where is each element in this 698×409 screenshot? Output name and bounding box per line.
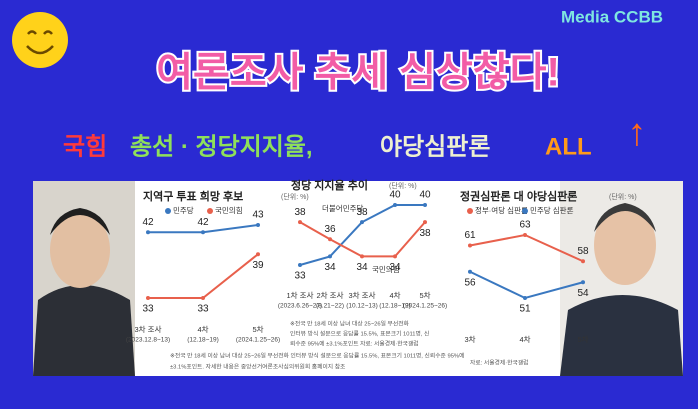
x-tick-label: 2차 조사 [317, 291, 344, 300]
chart-unit: (단위: %) [281, 192, 309, 201]
x-tick-date: (8.21~22) [316, 303, 344, 310]
data-point [146, 296, 150, 300]
legend-label: 국민의힘 [372, 264, 400, 274]
data-point [298, 263, 302, 267]
x-tick-label: 5차 [577, 335, 588, 344]
data-label: 39 [252, 260, 264, 271]
subtitle-part: 국힘 [63, 133, 107, 160]
data-point [468, 269, 472, 274]
data-label: 40 [389, 190, 401, 201]
legend-dot [467, 208, 473, 214]
x-tick-date: (2023.6.26~27) [278, 303, 322, 310]
x-tick-label: 4차 [197, 325, 208, 334]
data-label: 56 [464, 277, 476, 288]
data-label: 38 [419, 228, 431, 239]
brand: Media CCBB [561, 7, 663, 26]
legend-label: 더불어민주당 [322, 203, 363, 213]
right-photo [560, 181, 683, 376]
x-tick-label: 4차 [519, 335, 530, 344]
left-photo [33, 181, 135, 376]
data-label: 51 [519, 304, 531, 315]
x-tick-date: (2024.1.25~26) [403, 303, 447, 310]
data-label: 40 [419, 190, 431, 201]
x-tick-label: 5차 [419, 291, 430, 300]
legend-label: 정부·여당 심판론 [475, 205, 528, 215]
x-tick-date: (12.18~19) [379, 303, 411, 310]
x-tick-label: 4차 [389, 291, 400, 300]
x-tick-date: (12.18~19) [187, 337, 219, 344]
data-label: 54 [577, 288, 589, 299]
data-point [581, 259, 585, 264]
data-point [523, 233, 527, 237]
data-point [256, 223, 260, 227]
footnote: ※전국 만 18세 이상 남녀 대상 25~26일 무선전화 인터뷰 방식 설문… [170, 352, 464, 360]
data-label: 34 [389, 262, 401, 273]
subtitle-part: 야당심판론 [380, 133, 490, 160]
legend-dot [165, 208, 171, 214]
data-point [328, 237, 332, 242]
data-label: 36 [324, 224, 336, 235]
legend-dot [207, 208, 213, 214]
data-label: 63 [519, 220, 531, 231]
footnote: 인터뷰 방식 설문으로 응답률 15.5%, 표본크기 1011명, 신 [290, 330, 429, 338]
data-point [523, 296, 527, 300]
data-point [393, 203, 397, 207]
legend-dot [522, 208, 528, 214]
subtitle-part: 총선 · 정당지지율, [130, 133, 313, 160]
x-tick-date: (10.12~13) [346, 303, 378, 310]
x-tick-label: 1차 조사 [287, 291, 314, 300]
data-point [360, 220, 364, 225]
data-point [201, 296, 205, 300]
data-label: 42 [197, 217, 209, 228]
data-point [423, 203, 427, 207]
data-label: 38 [294, 207, 306, 218]
data-label: 33 [294, 271, 306, 282]
data-label: 34 [356, 262, 368, 273]
data-label: 33 [197, 304, 209, 315]
data-point [201, 230, 205, 235]
footnote: ±3.1%포인트. 자세한 내용은 중앙선거여론조사심의위원회 홈페이지 참조 [170, 363, 346, 371]
data-point [468, 243, 472, 248]
x-tick-label: 3차 [464, 335, 475, 344]
subtitle-part: ALL [545, 133, 592, 160]
footnote: 자료: 서울경제·한국갤럽 [470, 359, 528, 367]
data-point [581, 280, 585, 285]
chart-unit: (단위: %) [389, 181, 417, 190]
legend-label: 민주당 [173, 205, 194, 215]
smiley [12, 12, 68, 68]
data-point [256, 252, 260, 257]
data-label: 58 [577, 246, 589, 257]
data-point [328, 254, 332, 259]
data-point [298, 220, 302, 225]
chart-title: 정당 지지율 추이 [291, 178, 368, 192]
x-tick-label: 3차 조사 [349, 291, 376, 300]
data-label: 61 [464, 230, 476, 241]
x-tick-label: 3차 조사 [135, 325, 162, 334]
data-label: 43 [252, 210, 264, 221]
x-tick-date: (2024.1.25~26) [236, 337, 280, 344]
x-tick-label: 5차 [252, 325, 263, 334]
data-point [393, 254, 397, 259]
data-label: 38 [356, 207, 368, 218]
chart-title: 정권심판론 대 야당심판론 [460, 189, 577, 203]
footnote: ※전국 만 18세 이상 남녀 대상 25~26일 무선전화 [290, 320, 410, 328]
data-label: 33 [142, 304, 154, 315]
subtitle-arrow: ↑ [628, 112, 647, 154]
data-label: 34 [324, 262, 336, 273]
x-tick-date: (2023.12.8~13) [126, 337, 170, 344]
data-point [423, 220, 427, 225]
chart-unit: (단위: %) [609, 192, 637, 201]
data-point [360, 254, 364, 259]
chart-title: 지역구 투표 희망 후보 [143, 189, 243, 203]
data-label: 42 [142, 217, 154, 228]
data-point [146, 230, 150, 235]
footnote: 뢰수준 95%에 ±3.1%포인트 자료: 서울경제·한국갤럽 [290, 340, 419, 348]
legend-label: 민주당 심판론 [530, 205, 574, 215]
headline: 여론조사 추세 심상찮다! [156, 51, 560, 95]
legend-label: 국민의힘 [215, 205, 243, 215]
